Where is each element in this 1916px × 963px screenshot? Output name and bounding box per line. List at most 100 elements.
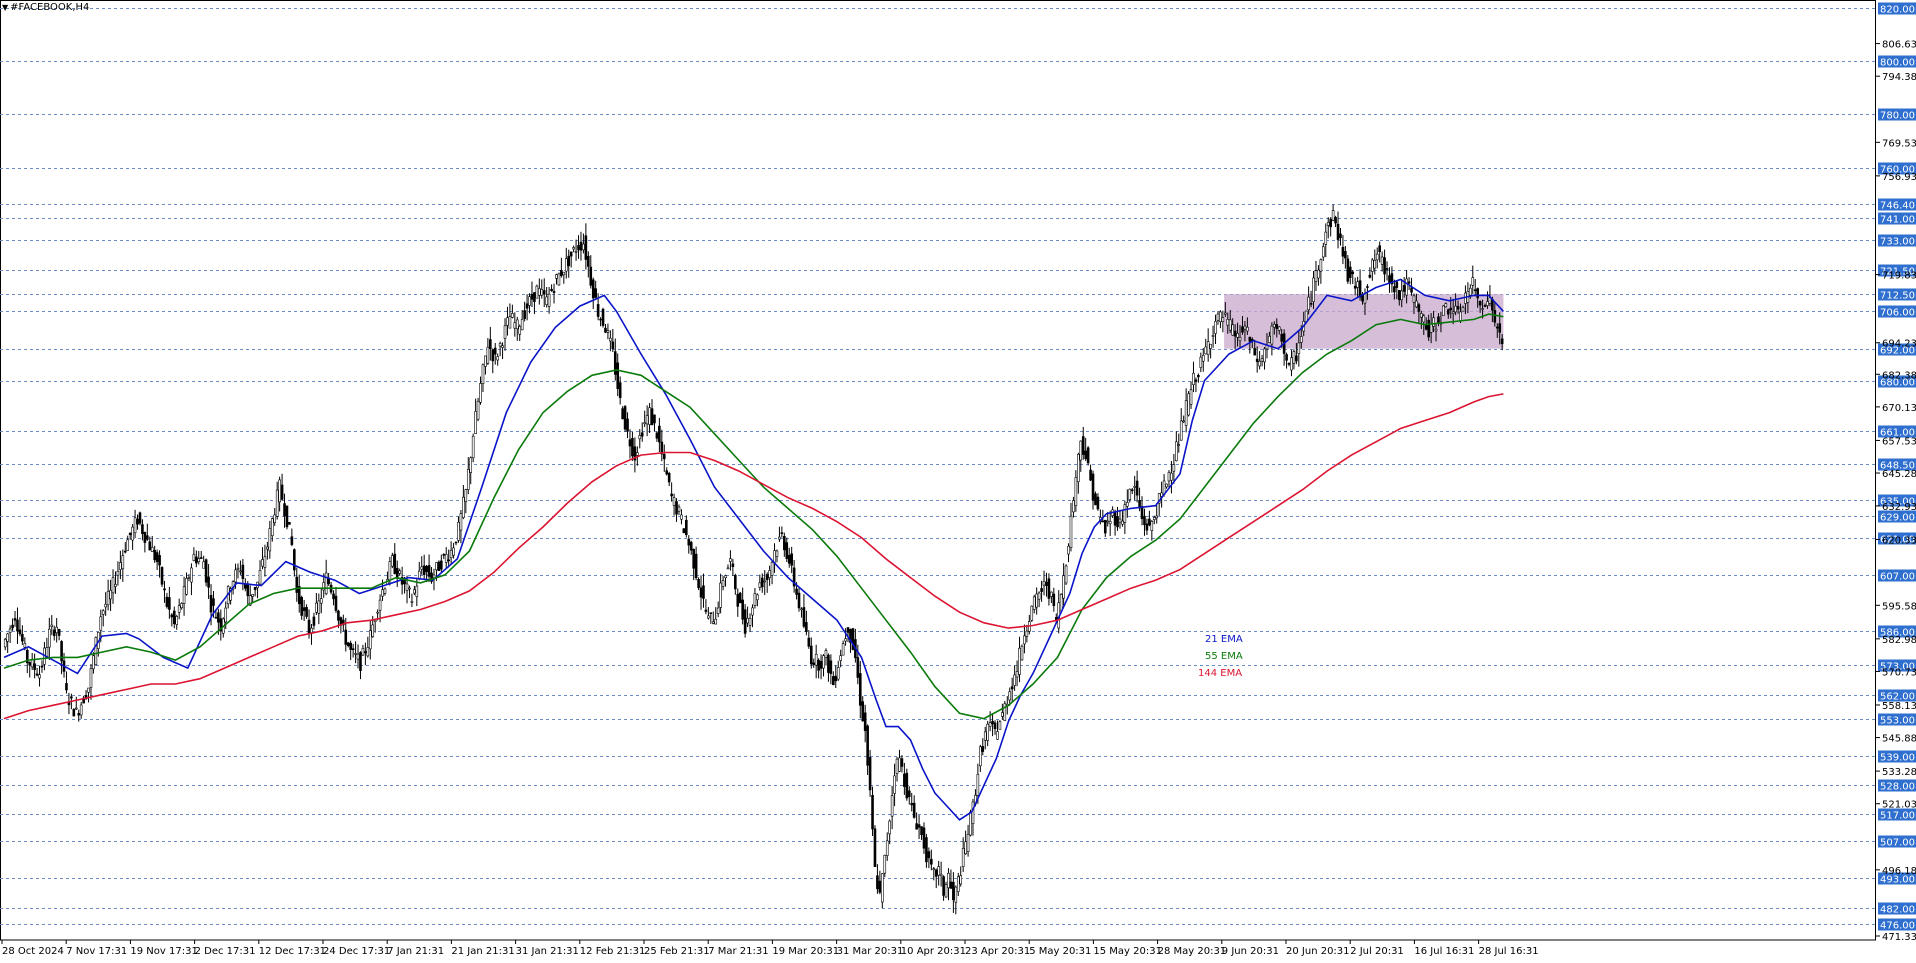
level-tag-label: 562.00 <box>1880 692 1915 703</box>
candle-body <box>964 841 967 855</box>
candle-body <box>1047 578 1051 599</box>
candle-body <box>636 452 639 456</box>
candle-body <box>685 519 688 535</box>
candle-body <box>305 607 308 617</box>
candle-body <box>538 288 541 296</box>
level-tag <box>1878 494 1916 507</box>
candle-body <box>937 866 940 876</box>
candle-body <box>324 572 328 595</box>
candle-body <box>1280 334 1283 342</box>
candle-body <box>498 343 502 347</box>
candle-body <box>405 583 409 591</box>
x-tick-label: 15 May 20:31 <box>1093 946 1162 957</box>
candle-body <box>758 582 762 588</box>
candle-body <box>927 851 931 859</box>
candle-body <box>1221 317 1225 323</box>
candle-body <box>609 337 612 342</box>
candle-body <box>966 833 970 853</box>
candle-body <box>295 576 299 593</box>
candle-body <box>258 570 262 585</box>
candle-body <box>599 318 602 321</box>
candle-body <box>998 721 1002 730</box>
candle-body <box>734 574 737 590</box>
x-tick-label: 20 Jun 20:31 <box>1286 946 1350 957</box>
candle-body <box>239 570 242 573</box>
candle-body <box>518 326 522 335</box>
candle-body <box>1072 500 1075 513</box>
candle-body <box>400 577 404 585</box>
candle-body <box>1201 355 1205 362</box>
level-tag-label: 539.00 <box>1880 753 1915 764</box>
candle-body <box>993 722 997 730</box>
candle-body <box>383 588 387 594</box>
candle-body <box>457 522 460 541</box>
candle-body <box>378 599 382 611</box>
candle-body <box>368 630 372 650</box>
candle-body <box>224 607 228 623</box>
candle-body <box>885 840 889 856</box>
candle-body <box>542 290 546 295</box>
candle-body <box>628 439 632 447</box>
candle-body <box>530 293 534 300</box>
candle-body <box>1405 278 1408 296</box>
candle-body <box>819 661 823 669</box>
y-tick-label: 521.03 <box>1882 800 1916 811</box>
candle-body <box>172 610 176 625</box>
candle-body <box>462 496 465 518</box>
x-tick-label: 25 Feb 21:31 <box>644 946 710 957</box>
level-tag-label: 746.40 <box>1880 201 1915 212</box>
candle-body <box>454 541 458 544</box>
candle-body <box>1417 304 1421 312</box>
level-tag <box>1878 288 1916 301</box>
level-tag <box>1878 375 1916 388</box>
level-tag-label: 692.00 <box>1880 346 1915 357</box>
candle-body <box>731 563 735 568</box>
candle-body <box>141 524 144 534</box>
candle-body <box>346 642 350 647</box>
candle-body <box>795 588 798 595</box>
candle-body <box>268 528 272 552</box>
x-tick-label: 21 Jan 21:31 <box>451 946 514 957</box>
candle-body <box>829 660 833 674</box>
candle-body <box>11 624 14 629</box>
candle-body <box>1035 593 1038 608</box>
x-tick-label: 2 Dec 17:31 <box>195 946 256 957</box>
candle-body <box>1059 593 1063 612</box>
candle-body <box>65 683 68 691</box>
candle-body <box>709 612 713 614</box>
candle-body <box>523 310 526 319</box>
y-tick-label: 806.63 <box>1882 40 1916 51</box>
candle-body <box>354 653 357 655</box>
candle-body <box>1336 223 1340 240</box>
candle-body <box>1013 674 1016 686</box>
candle-body <box>1331 210 1335 221</box>
candle-body <box>1351 271 1355 275</box>
candle-body <box>515 319 519 330</box>
candle-body <box>1429 323 1433 333</box>
candle-body <box>653 414 656 424</box>
candle-body <box>969 811 972 836</box>
dropdown-triangle-icon[interactable]: ▼ <box>2 3 9 12</box>
candle-body <box>1473 289 1477 292</box>
candle-body <box>587 255 590 267</box>
candle-body <box>160 567 164 585</box>
level-tag <box>1878 162 1916 175</box>
candle-body <box>319 598 323 604</box>
candle-body <box>1177 444 1181 446</box>
candle-body <box>1179 420 1183 441</box>
candle-body <box>920 826 923 835</box>
candle-body <box>192 554 196 561</box>
candle-body <box>613 351 617 375</box>
candle-body <box>1121 520 1124 525</box>
candle-body <box>616 362 620 389</box>
candle-body <box>1407 281 1411 284</box>
candle-body <box>1167 472 1171 482</box>
candle-body <box>364 651 367 654</box>
candle-body <box>839 655 842 661</box>
y-tick-label: 694.23 <box>1882 339 1916 350</box>
candle-body <box>1175 441 1178 462</box>
candle-body <box>547 293 551 307</box>
candle-body <box>1086 447 1090 464</box>
